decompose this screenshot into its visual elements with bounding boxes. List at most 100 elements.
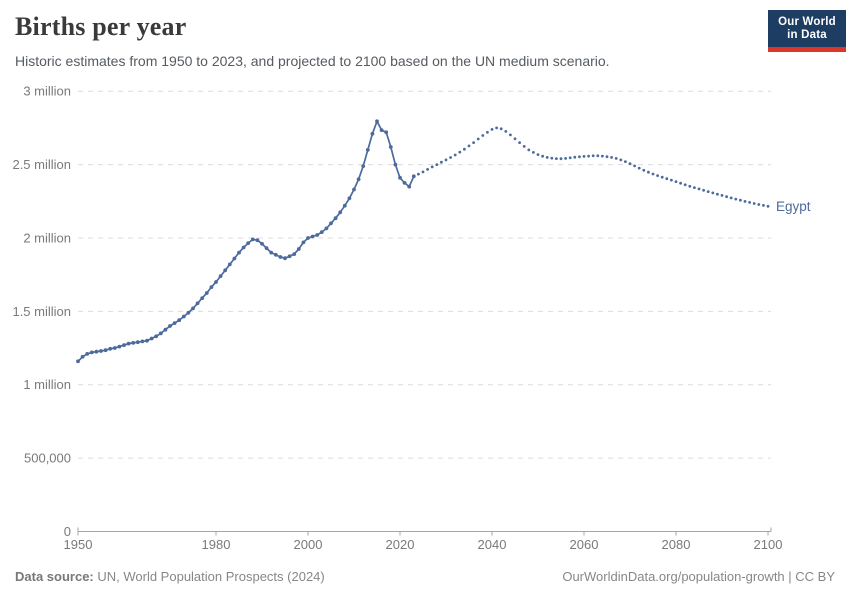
chart-title: Births per year	[15, 12, 187, 41]
credit-link[interactable]: OurWorldinData.org/population-growth | C…	[562, 569, 835, 584]
historic-data-point	[310, 234, 315, 239]
projected-data-point	[426, 168, 429, 171]
projected-data-point	[614, 157, 618, 160]
historic-data-point	[126, 341, 131, 346]
historic-data-point	[292, 252, 297, 256]
projected-data-point	[582, 155, 586, 158]
historic-data-point	[370, 131, 375, 136]
projected-data-point	[458, 150, 462, 154]
historic-data-point	[365, 148, 370, 152]
x-axis-tick-label: 2060	[570, 537, 599, 552]
projected-data-point	[449, 156, 452, 159]
x-axis-tick-label: 1980	[202, 537, 231, 552]
projected-data-point	[564, 157, 567, 160]
historic-data-point	[117, 344, 122, 349]
historic-data-point	[255, 238, 260, 243]
historic-data-point	[218, 274, 223, 278]
historic-data-point	[402, 181, 407, 185]
projected-data-point	[467, 144, 471, 148]
historic-data-point	[324, 226, 329, 231]
projected-data-point	[559, 157, 563, 161]
projected-data-point	[660, 175, 664, 179]
projected-data-point	[587, 154, 590, 158]
projected-data-point	[628, 162, 632, 166]
projected-data-point	[522, 145, 526, 148]
historic-data-point	[287, 254, 292, 259]
projected-data-point	[596, 154, 600, 158]
projected-data-point	[601, 154, 604, 158]
projected-data-point	[637, 166, 641, 170]
historic-data-point	[315, 233, 320, 237]
projected-data-point	[647, 170, 650, 174]
historic-data-point	[223, 268, 228, 273]
projected-data-point	[711, 191, 715, 195]
historic-data-point	[158, 331, 163, 336]
historic-data-point	[398, 175, 402, 180]
projected-data-point	[674, 180, 678, 184]
projected-data-point	[440, 160, 443, 164]
chart-subtitle: Historic estimates from 1950 to 2023, an…	[15, 53, 610, 69]
historic-data-point	[186, 310, 191, 315]
historic-data-point	[89, 350, 94, 355]
owid-logo[interactable]: Our World in Data	[768, 10, 846, 52]
projected-data-point	[739, 198, 742, 202]
projected-data-point	[591, 154, 595, 158]
historic-data-point	[227, 262, 232, 267]
historic-data-point	[145, 338, 149, 343]
historic-data-point	[283, 256, 287, 261]
x-axis-tick-label: 2100	[754, 537, 783, 552]
historic-data-point	[407, 184, 412, 189]
historic-data-point	[319, 230, 324, 235]
historic-data-point	[154, 334, 159, 339]
projected-data-point	[430, 165, 434, 169]
y-axis-tick-label: 500,000	[24, 451, 71, 466]
projected-data-point	[536, 153, 540, 157]
historic-data-point	[122, 343, 126, 347]
historic-data-point	[112, 346, 117, 350]
projected-data-point	[752, 202, 756, 205]
historic-data-point	[85, 352, 90, 356]
historic-data-point	[80, 354, 85, 359]
projected-data-point	[463, 147, 466, 151]
historic-data-point	[296, 247, 301, 251]
historic-data-point	[204, 291, 209, 295]
historic-data-point	[264, 246, 269, 251]
historic-data-point	[200, 296, 205, 300]
projected-data-point	[453, 153, 457, 157]
historic-data-point	[301, 240, 306, 245]
projected-data-point	[532, 151, 535, 154]
projected-data-point	[504, 130, 508, 133]
historic-data-point	[135, 340, 140, 345]
historic-data-point	[168, 324, 172, 328]
historic-data-point	[172, 321, 177, 325]
projected-data-point	[568, 156, 572, 160]
series-label-egypt[interactable]: Egypt	[776, 199, 811, 214]
data-source-label: Data source:	[15, 569, 94, 584]
projected-data-point	[610, 156, 613, 159]
historic-data-point	[108, 346, 113, 351]
historic-line[interactable]	[77, 120, 415, 363]
historic-data-point	[246, 241, 251, 246]
historic-data-point	[269, 250, 274, 255]
projected-data-point	[702, 188, 705, 192]
historic-data-point	[388, 145, 393, 149]
historic-data-point	[393, 162, 398, 167]
projected-data-point	[444, 158, 448, 162]
historic-data-point	[241, 245, 246, 250]
data-source-note: Data source: UN, World Population Prospe…	[15, 569, 325, 584]
projected-data-point	[509, 133, 512, 137]
historic-data-point	[306, 236, 310, 240]
x-axis-tick-label: 2040	[478, 537, 507, 552]
y-axis-tick-label: 1.5 million	[12, 304, 71, 319]
projected-data-point	[706, 190, 710, 194]
projected-data-point	[720, 194, 724, 197]
historic-data-point	[195, 301, 200, 306]
historic-data-point	[131, 341, 136, 345]
projected-data-point	[762, 204, 765, 207]
projected-data-point	[697, 187, 701, 191]
projected-data-point	[656, 174, 659, 178]
projected-data-point	[417, 172, 420, 176]
projected-data-point	[412, 174, 416, 178]
historic-data-point	[333, 216, 338, 221]
